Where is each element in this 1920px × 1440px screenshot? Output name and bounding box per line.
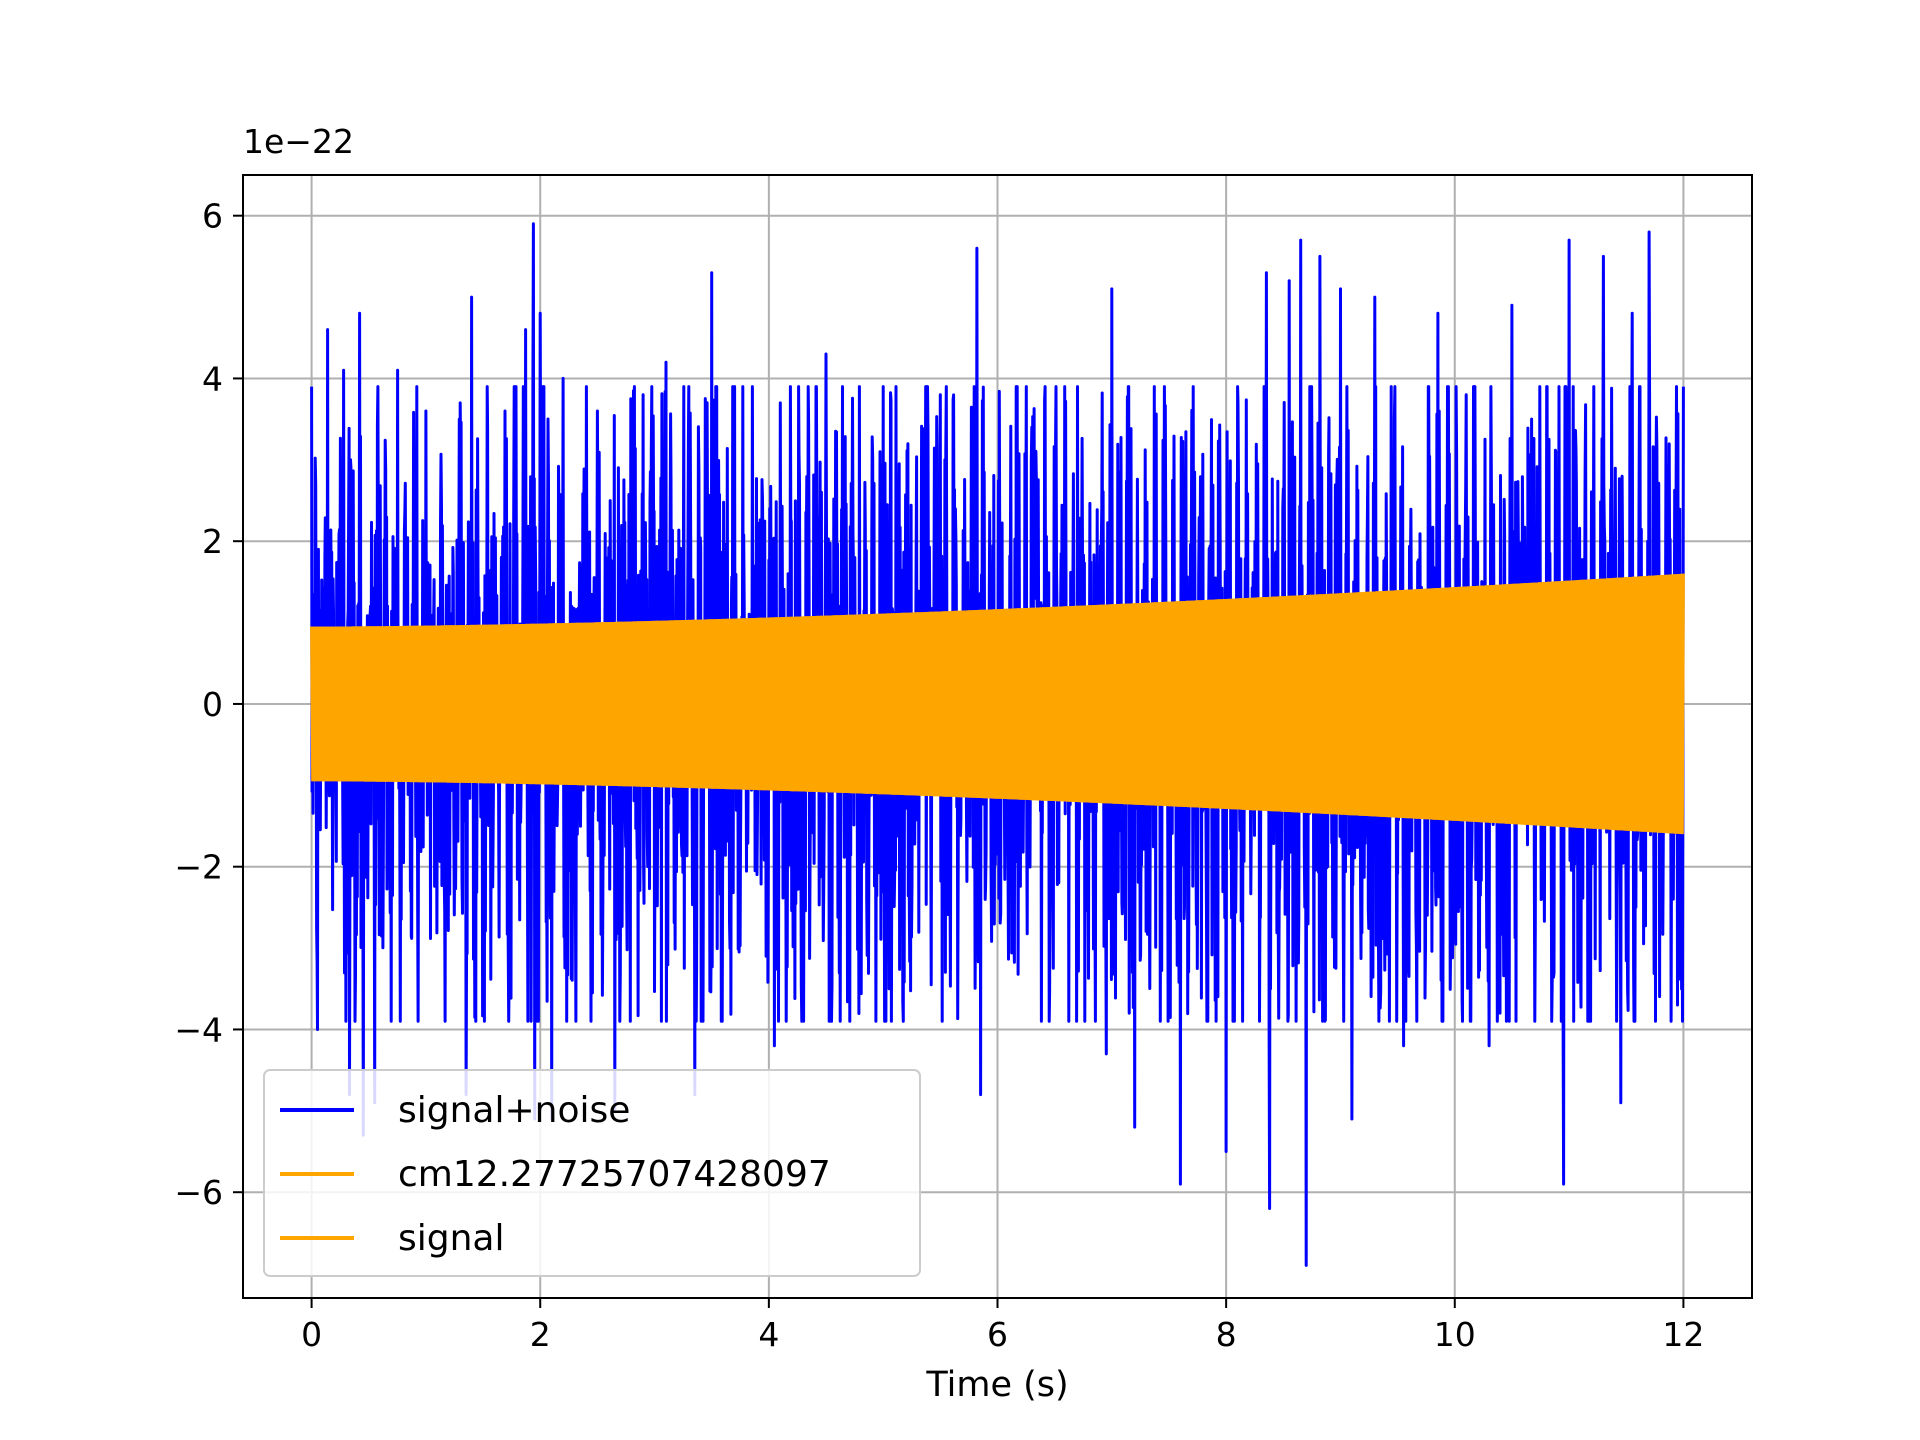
y-offset-label: 1e−22 — [243, 122, 354, 161]
x-tick-label: 12 — [1662, 1315, 1704, 1354]
y-tick-label: 4 — [202, 359, 223, 398]
x-tick-label: 8 — [1216, 1315, 1237, 1354]
y-tick-label: −2 — [174, 848, 223, 887]
x-axis-label: Time (s) — [925, 1365, 1068, 1405]
legend-label: cm12.27725707428097 — [398, 1154, 831, 1195]
x-tick-label: 4 — [758, 1315, 779, 1354]
series-signal-line — [310, 573, 1685, 835]
x-tick-label: 6 — [987, 1315, 1008, 1354]
y-tick-label: 2 — [202, 522, 223, 561]
legend-box — [263, 1069, 921, 1277]
y-tick-label: 6 — [202, 197, 223, 236]
series-layer — [310, 222, 1685, 1267]
legend-label: signal+noise — [398, 1090, 630, 1131]
ticks: 0 2 4 6 8 10 12 −6 −4 −2 0 2 4 6 — [174, 197, 1704, 1354]
x-tick-label: 0 — [301, 1315, 322, 1354]
y-tick-label: −4 — [174, 1010, 223, 1049]
x-tick-label: 10 — [1434, 1315, 1476, 1354]
y-tick-label: 0 — [202, 685, 223, 724]
legend-label: signal — [398, 1218, 505, 1259]
legend: signal+noise cm12.27725707428097 signal — [263, 1069, 921, 1277]
x-tick-label: 2 — [530, 1315, 551, 1354]
y-tick-label: −6 — [174, 1173, 223, 1212]
